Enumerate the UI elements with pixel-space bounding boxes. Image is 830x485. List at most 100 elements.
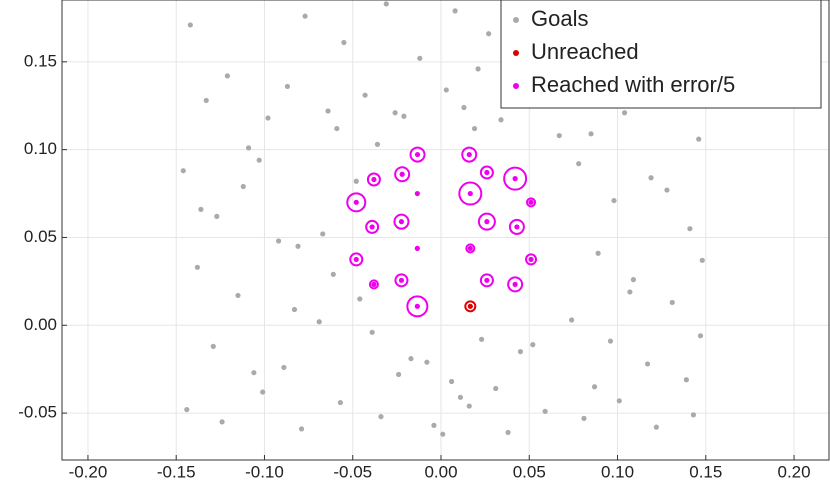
point [484,169,490,176]
point [245,145,252,151]
point [440,431,446,437]
point [621,110,628,116]
point [398,277,405,283]
error-ring [503,166,528,191]
y-tick-label: -0.05 [18,403,57,422]
point [357,296,363,302]
point [517,349,524,355]
point [251,370,257,376]
error-ring [393,213,410,230]
x-tick-label: -0.10 [245,462,284,481]
point [595,250,601,256]
point [588,131,594,137]
point [219,419,225,425]
point [467,303,473,309]
point [448,378,455,385]
error-ring [479,165,494,180]
x-tick-label: 0.10 [601,462,634,481]
point [256,157,262,163]
point [291,306,298,313]
point [399,171,405,177]
point [353,256,359,263]
point [401,113,407,119]
point [475,66,481,72]
point [669,299,675,306]
point [424,359,430,365]
error-ring [368,279,379,290]
point [295,243,301,249]
point [337,399,343,406]
point [260,389,266,395]
point [341,39,347,46]
error-ring [346,192,367,213]
plot-frame [61,0,830,461]
legend-box [500,0,822,109]
point [484,219,490,225]
point [198,206,204,212]
point [644,361,651,367]
point [478,336,485,342]
point [414,151,421,158]
point [353,199,359,205]
point [467,190,473,197]
point [371,176,377,183]
point [203,97,209,104]
point [581,415,587,421]
point [699,257,705,263]
point [514,224,520,230]
point [369,329,375,335]
point [576,161,582,167]
point [616,398,622,404]
point [611,197,617,204]
point [210,343,216,349]
point [302,13,308,19]
point [664,187,670,193]
error-ring [394,273,409,288]
point [627,289,633,295]
point [687,226,693,232]
point [443,87,449,93]
point [696,136,702,142]
error-ring [525,253,538,266]
legend: Goals Unreached Reached with error/5 [500,0,822,109]
y-tick-label: 0.15 [24,51,57,70]
x-tick-label: -0.20 [69,462,108,481]
error-ring [507,276,524,293]
point [530,342,536,348]
point [240,183,246,190]
error-ring [406,295,429,318]
point [556,132,562,139]
point [484,277,490,283]
point [298,426,305,432]
point [457,394,464,400]
point [471,125,478,132]
point [369,224,375,230]
error-ring [464,300,477,313]
point [630,277,637,283]
point [683,377,689,383]
error-ring [366,172,381,187]
y-tick-label: 0.10 [24,139,57,158]
x-tick-label: 0.00 [424,462,457,481]
legend-label: Goals [531,6,588,31]
point [431,422,437,428]
y-tick-label: 0.00 [24,315,57,334]
point [265,115,271,121]
point [486,31,492,37]
error-ring [458,181,483,206]
x-tick-label: 0.05 [513,462,546,481]
point [353,178,359,184]
point [414,303,420,309]
point [374,141,381,147]
point [194,264,200,270]
point [408,356,414,362]
point [325,108,331,114]
point [320,231,326,237]
x-tick-label: -0.05 [333,462,372,481]
x-tick-label: 0.20 [778,462,811,481]
point [512,176,518,182]
error-ring [477,212,496,231]
point [461,104,467,111]
point [528,199,534,205]
